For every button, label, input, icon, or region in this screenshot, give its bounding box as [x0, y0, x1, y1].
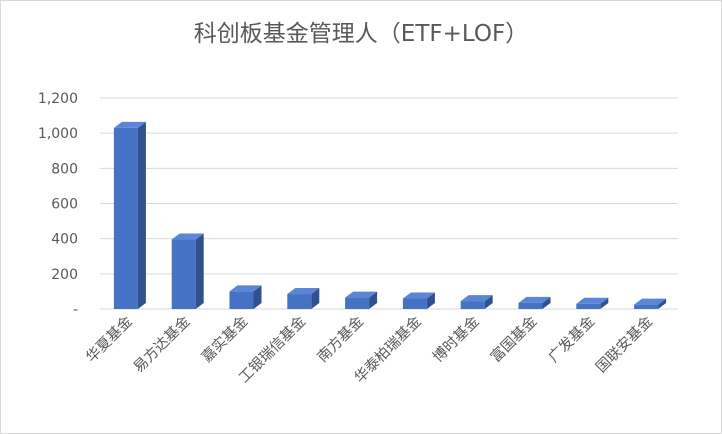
- bar-front: [460, 301, 485, 309]
- bar-top: [576, 297, 609, 304]
- bar-front: [345, 297, 370, 309]
- x-tick-label: 博时基金: [429, 312, 482, 365]
- bar-side: [311, 288, 320, 309]
- y-tick-label: 200: [51, 267, 78, 283]
- bar-front: [402, 298, 427, 309]
- x-tick-label: 南方基金: [314, 312, 367, 365]
- bar-top: [402, 292, 435, 299]
- bar: [229, 285, 262, 309]
- bar: [287, 288, 320, 309]
- bar-top: [287, 288, 320, 295]
- bar-top: [229, 285, 262, 292]
- x-tick-label: 华夏基金: [83, 312, 136, 365]
- bar: [518, 296, 551, 309]
- x-tick-label: 富国基金: [487, 312, 541, 366]
- bar: [460, 295, 493, 309]
- bar-top: [345, 291, 378, 298]
- bar-side: [426, 292, 435, 309]
- bar-side: [195, 233, 204, 309]
- y-tick-label: 800: [51, 161, 78, 177]
- y-tick-label: -: [73, 302, 78, 318]
- bar: [345, 291, 378, 309]
- x-tick-label: 易方达基金: [130, 312, 194, 376]
- bar-top: [171, 233, 204, 240]
- bar-top: [113, 121, 146, 128]
- bar: [402, 292, 435, 309]
- bar-side: [137, 121, 146, 310]
- chart-title: 科创板基金管理人（ETF+LOF）: [193, 21, 529, 47]
- bar-side: [658, 298, 667, 309]
- bar-side: [369, 291, 378, 309]
- bar-top: [460, 295, 493, 302]
- bar: [634, 298, 667, 309]
- x-tick-label: 嘉实基金: [198, 312, 251, 365]
- bar-top: [634, 298, 667, 305]
- x-tick-label: 广发基金: [545, 312, 598, 365]
- bars: [113, 121, 667, 310]
- bar-top: [518, 296, 551, 303]
- bar: [171, 233, 204, 309]
- bar-front: [113, 127, 138, 310]
- bar-front: [287, 294, 312, 309]
- y-axis-ticks: - 200 400 600 800 1,000 1,200: [38, 91, 78, 318]
- bar-front: [229, 291, 254, 309]
- bar-front: [634, 304, 659, 309]
- bar: [113, 121, 146, 310]
- y-tick-label: 600: [51, 197, 78, 213]
- y-tick-label: 1,200: [38, 91, 78, 107]
- bar-front: [576, 303, 601, 309]
- bar-side: [253, 285, 262, 309]
- bar-front: [518, 302, 543, 309]
- bar-side: [542, 296, 551, 309]
- y-tick-label: 1,000: [38, 126, 78, 142]
- bar: [576, 297, 609, 309]
- bar-side: [600, 297, 609, 309]
- x-tick-label: 国联安基金: [593, 312, 657, 376]
- y-tick-label: 400: [51, 232, 78, 248]
- bar-front: [171, 239, 196, 309]
- bar-side: [484, 295, 493, 309]
